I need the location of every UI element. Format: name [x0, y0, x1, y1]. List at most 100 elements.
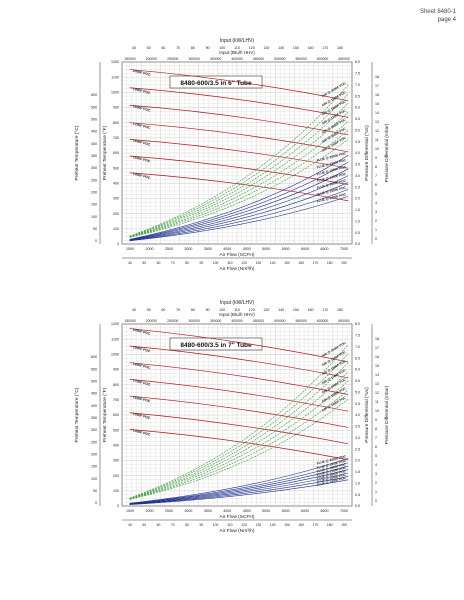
top2-axis-tick-label: 650000 [338, 319, 349, 323]
blue-series-line [129, 462, 349, 504]
left-outer-tick-label: 400 [91, 404, 97, 408]
bottom2-axis-tick-label: 170 [313, 523, 319, 527]
left-outer-tick-label: 450 [91, 392, 97, 396]
blue-series-line [129, 479, 349, 505]
blue-series-line [129, 168, 349, 241]
top-axis-tick-label: 90 [206, 46, 210, 50]
left-outer-tick-label: 150 [91, 465, 97, 469]
right-outer-tick-label: 12 [375, 391, 379, 395]
right-inner-tick-label: 4.0 [355, 413, 360, 417]
top2-axis-tick-label: 150000 [124, 319, 135, 323]
page-number: page 4 [437, 17, 456, 23]
bottom-axis-tick-label: 3500 [204, 509, 212, 513]
bottom-axis-tick-label: 4500 [243, 509, 251, 513]
red-series-label: 1800F POC [132, 104, 151, 112]
bottom2-axis-tick-label: 50 [142, 523, 146, 527]
right-inner-tick-label: 7.0 [355, 83, 360, 87]
right-inner-tick-label: 0.5 [355, 231, 360, 235]
right-inner-tick-label: 6.5 [355, 356, 360, 360]
right-inner-tick-label: 3.5 [355, 425, 360, 429]
top-axis-tick-label: 180 [337, 46, 343, 50]
left-inner-tick-label: 400 [113, 444, 119, 448]
left-outer-tick-label: 50 [93, 489, 97, 493]
left-outer-tick-label: 0 [95, 239, 97, 243]
red-series-group: 2000F POC 1900F POC 1800F POC 1700F POC 1600… [129, 69, 349, 202]
left-outer-tick-label: 250 [91, 440, 97, 444]
blue-series-line [129, 469, 349, 505]
left-outer-tick-label: 500 [91, 380, 97, 384]
top2-axis-tick-label: 200000 [146, 319, 157, 323]
top2-axis-tick-label: 650000 [338, 57, 349, 61]
right-inner-tick-label: 7.5 [355, 72, 360, 76]
left-inner-tick-label: 200 [113, 212, 119, 216]
blue-series-label: FLUE @ 1700F POC [316, 466, 347, 477]
bottom2-axis-tick-label: 80 [185, 261, 189, 265]
bottom-axis-tick-label: 6000 [301, 509, 309, 513]
right-inner-tick-label: 2.5 [355, 185, 360, 189]
top-axis-tick-label: 180 [337, 308, 343, 312]
left-outer-tick-label: 600 [91, 93, 97, 97]
right-inner-tick-label: 3.5 [355, 163, 360, 167]
bottom-axis-tick-label: 3500 [204, 247, 212, 251]
left-outer-tick-label: 100 [91, 477, 97, 481]
bottom-axis-tick-label: 5000 [262, 247, 270, 251]
bottom-axis-tick-label: 3000 [184, 509, 192, 513]
right-outer-tick-label: 11 [375, 138, 379, 142]
bottom2-axis-tick-label: 180 [327, 261, 333, 265]
bottom2-axis-tick-label: 90 [199, 261, 203, 265]
red-series-line [129, 429, 349, 461]
left-inner-tick-label: 1000 [111, 353, 119, 357]
left-inner-axis-title: Preheat Temperature (°F) [102, 125, 108, 180]
right-inner-tick-label: 6.0 [355, 106, 360, 110]
red-series-line [129, 379, 349, 412]
left-inner-tick-label: 500 [113, 428, 119, 432]
right-outer-tick-label: 6 [375, 445, 377, 449]
chart-title: 8480-600/3.5 in 7" Tube [180, 342, 252, 349]
right-outer-axis-title: Pressure Differential (mbar) [384, 385, 390, 444]
bottom2-axis-tick-label: 110 [227, 523, 233, 527]
green-series-line [129, 344, 349, 499]
right-inner-tick-label: 0.0 [355, 504, 360, 508]
left-outer-tick-label: 600 [91, 355, 97, 359]
red-series-label: 1500F POC [132, 412, 151, 420]
red-series-label: 1400F POC [132, 428, 151, 436]
left-inner-tick-label: 200 [113, 474, 119, 478]
right-inner-axis-title: Pressure Differential ("wc) [364, 125, 370, 181]
right-outer-tick-label: 5 [375, 192, 377, 196]
right-inner-axis-title: Pressure Differential ("wc) [364, 387, 370, 443]
left-outer-tick-label: 350 [91, 416, 97, 420]
right-inner-tick-label: 1.0 [355, 481, 360, 485]
left-outer-tick-label: 300 [91, 166, 97, 170]
blue-series-label: FLUE @ 1400F POC [316, 476, 347, 487]
top-axis-tick-label: 160 [308, 308, 314, 312]
left-outer-tick-label: 500 [91, 118, 97, 122]
top2-axis-tick-label: 600000 [317, 319, 328, 323]
right-inner-tick-label: 0.0 [355, 242, 360, 246]
bottom2-axis-tick-label: 100 [213, 261, 219, 265]
left-outer-tick-label: 450 [91, 130, 97, 134]
bottom2-axis-tick-label: 130 [256, 523, 262, 527]
red-series-line [129, 87, 349, 118]
bottom-axis-tick-label: 5500 [282, 247, 290, 251]
top2-axis-tick-label: 600000 [317, 57, 328, 61]
red-series-label: 1400F POC [132, 172, 151, 180]
blue-series-label: FLUE @ 2000F POC [316, 454, 347, 465]
bottom2-axis-tick-label: 40 [128, 523, 132, 527]
left-inner-tick-label: 900 [113, 106, 119, 110]
red-series-line [129, 155, 349, 185]
right-outer-tick-label: 16 [375, 355, 379, 359]
top-axis-tick-label: 90 [206, 308, 210, 312]
right-outer-tick-label: 1 [375, 228, 377, 232]
right-inner-tick-label: 7.0 [355, 345, 360, 349]
left-inner-tick-label: 300 [113, 459, 119, 463]
top-axis-tick-label: 40 [132, 308, 136, 312]
red-series-line [129, 345, 349, 379]
bottom2-axis-tick-label: 140 [270, 523, 276, 527]
blue-series-label: FLUE @ 1500F POC [316, 185, 347, 196]
left-inner-tick-label: 1100 [111, 337, 119, 341]
bottom2-axis-tick-label: 160 [298, 261, 304, 265]
sheet-header: Sheet 8480-1 page 4 [420, 8, 456, 24]
blue-series-line [129, 476, 349, 505]
